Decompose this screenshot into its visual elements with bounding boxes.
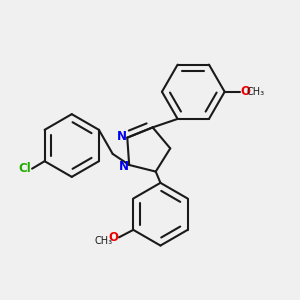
- Text: Cl: Cl: [18, 162, 31, 175]
- Text: CH₃: CH₃: [94, 236, 112, 246]
- Text: CH₃: CH₃: [246, 87, 264, 97]
- Text: O: O: [108, 231, 118, 244]
- Text: N: N: [119, 160, 129, 173]
- Text: N: N: [117, 130, 127, 143]
- Text: O: O: [241, 85, 250, 98]
